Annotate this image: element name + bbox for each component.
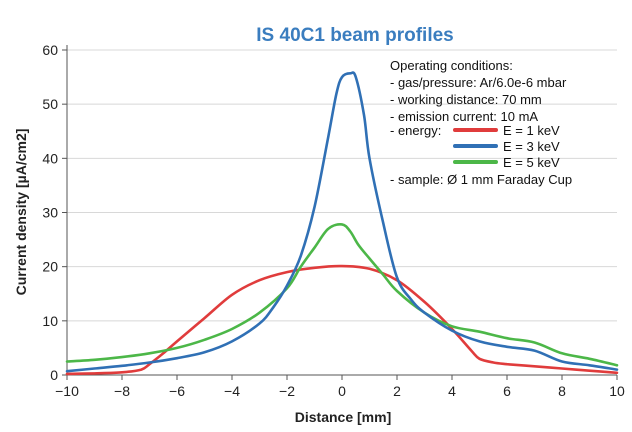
x-tick-label: −6	[169, 383, 185, 399]
y-tick-label: 50	[42, 96, 58, 112]
x-tick-label: 0	[338, 383, 346, 399]
annotation-line-gas: - gas/pressure: Ar/6.0e-6 mbar	[390, 75, 567, 90]
series-lines	[65, 71, 619, 376]
series-line-5kev	[65, 223, 619, 367]
x-tick-label: −10	[55, 383, 79, 399]
y-tick-label: 0	[50, 367, 58, 383]
x-tick-label: −2	[279, 383, 295, 399]
x-axis-title: Distance [mm]	[295, 409, 391, 425]
y-axis-title: Current density [µA/cm2]	[13, 129, 29, 296]
legend-item-5kev: E = 5 keV	[453, 155, 560, 170]
x-tick-label: 8	[558, 383, 566, 399]
grid	[67, 49, 617, 322]
legend-label: E = 3 keV	[503, 139, 560, 154]
axes	[62, 45, 618, 380]
legend-item-3kev: E = 3 keV	[453, 139, 560, 154]
chart-title: IS 40C1 beam profiles	[256, 25, 453, 46]
annotation-sample: - sample: Ø 1 mm Faraday Cup	[390, 172, 572, 187]
x-tick-labels: −10 −8 −6 −4 −2 0 2 4 6 8 10	[55, 383, 625, 399]
annotation-line-distance: - working distance: 70 mm	[390, 92, 542, 107]
y-tick-label: 60	[42, 42, 58, 58]
x-tick-label: 10	[609, 383, 625, 399]
annotation-line-emission: - emission current: 10 mA	[390, 109, 538, 124]
annotation-energy-label: - energy:	[390, 123, 441, 138]
series-line-1kev	[65, 264, 619, 376]
x-tick-label: −4	[224, 383, 240, 399]
legend-label: E = 5 keV	[503, 155, 560, 170]
x-tick-label: 2	[393, 383, 401, 399]
legend-label: E = 1 keV	[503, 123, 560, 138]
series-line-3kev	[65, 71, 619, 373]
x-tick-label: 6	[503, 383, 511, 399]
y-tick-labels: 0 10 20 30 40 50 60	[42, 42, 58, 383]
x-tick-label: 4	[448, 383, 456, 399]
y-tick-label: 10	[42, 313, 58, 329]
annotation-heading: Operating conditions:	[390, 58, 513, 73]
legend-item-1kev: E = 1 keV	[453, 123, 560, 138]
conditions-annotation: Operating conditions: - gas/pressure: Ar…	[390, 58, 572, 187]
y-tick-label: 20	[42, 259, 58, 275]
y-tick-label: 40	[42, 150, 58, 166]
x-tick-label: −8	[114, 383, 130, 399]
y-tick-label: 30	[42, 205, 58, 221]
